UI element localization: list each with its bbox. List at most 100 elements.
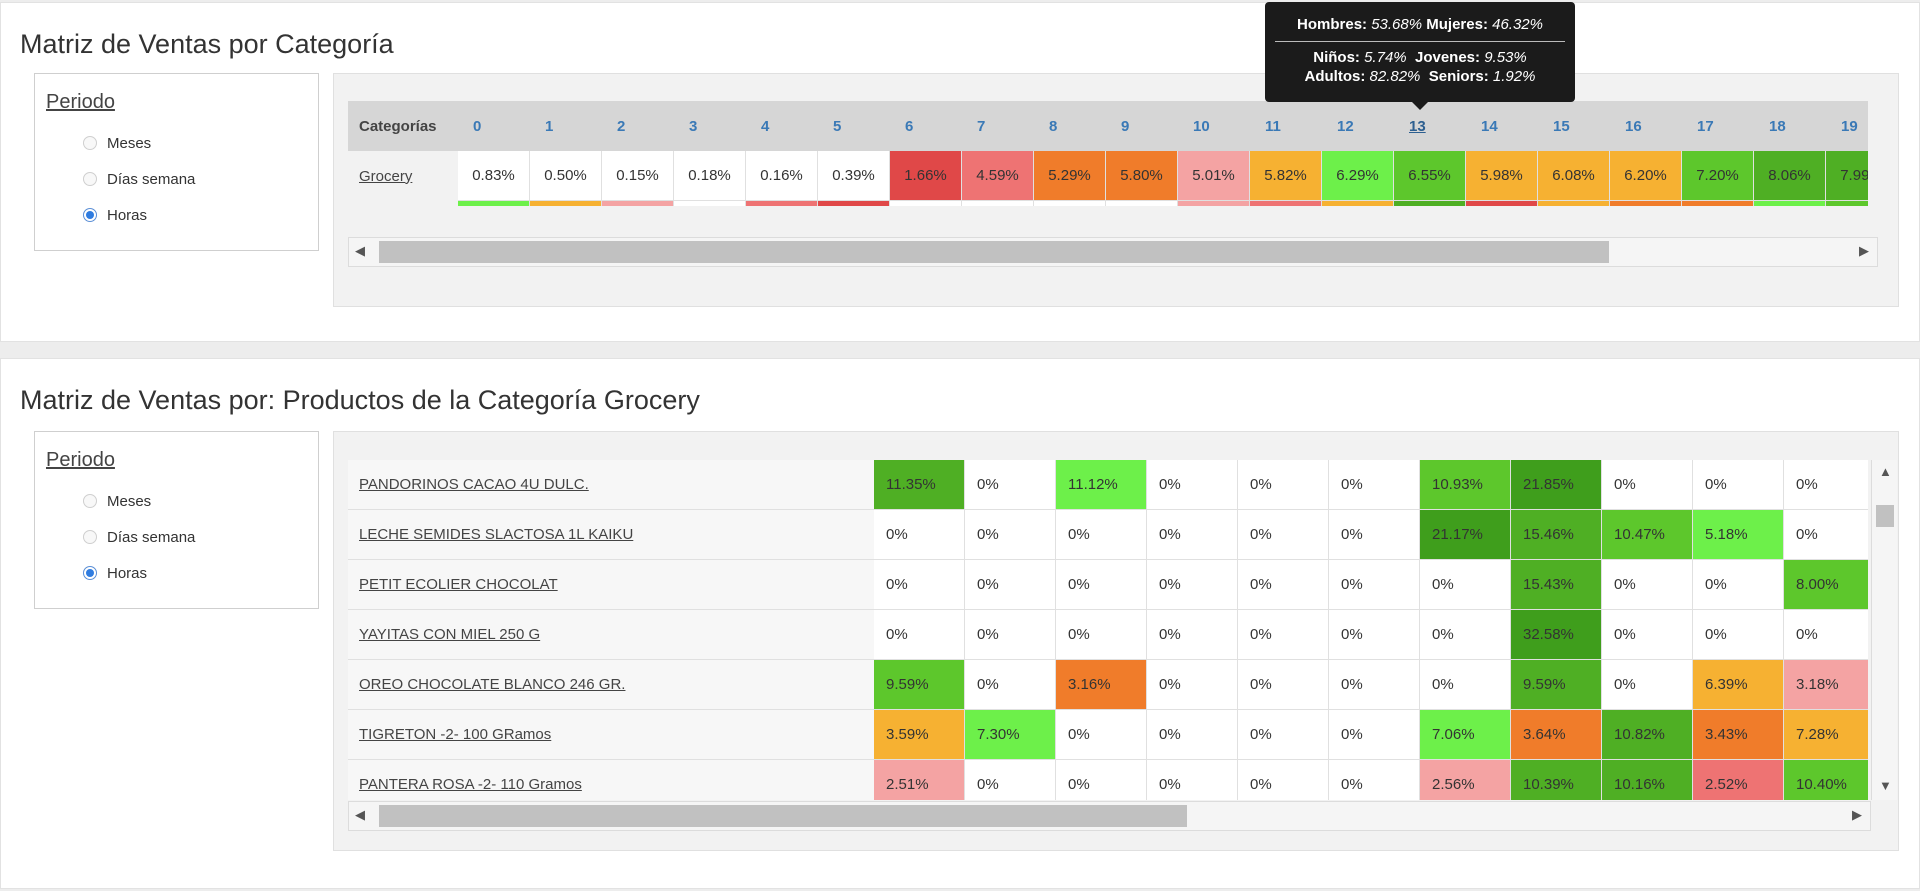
- heatmap-cell: 5.98%: [1466, 151, 1538, 201]
- scrollbar-thumb[interactable]: [379, 241, 1609, 263]
- heatmap-cell: 0%: [1056, 610, 1147, 660]
- radio-meses[interactable]: Meses: [83, 132, 151, 154]
- heatmap-cell: 0%: [1784, 610, 1868, 660]
- horizontal-scrollbar[interactable]: ◀ ▶: [348, 237, 1878, 267]
- heatmap-cell: 0%: [874, 560, 965, 610]
- column-header-hour[interactable]: 9: [1121, 117, 1130, 135]
- column-header-hour[interactable]: 17: [1697, 117, 1714, 135]
- product-link[interactable]: OREO CHOCOLATE BLANCO 246 GR.: [348, 660, 874, 710]
- heatmap-cell: 0%: [1784, 460, 1868, 510]
- heatmap-cell: 2.01%: [1106, 201, 1178, 206]
- tooltip-gender-line: Hombres: 53.68% Mujeres: 46.32%: [1275, 16, 1565, 42]
- scroll-left-icon[interactable]: ◀: [355, 807, 365, 822]
- panel-title: Matriz de Ventas por: Productos de la Ca…: [20, 385, 700, 415]
- radio-button[interactable]: [83, 566, 97, 580]
- column-header-hour[interactable]: 13: [1409, 117, 1426, 135]
- heatmap-cell: 3.10%: [1178, 201, 1250, 206]
- period-title[interactable]: Periodo: [46, 449, 115, 471]
- tooltip-age-line-2: Adultos: 82.82% Seniors: 1.92%: [1304, 68, 1536, 85]
- column-header-hour[interactable]: 12: [1337, 117, 1354, 135]
- product-link[interactable]: LECHE SEMIDES SLACTOSA 1L KAIKU: [348, 510, 874, 560]
- radio-dias-semana[interactable]: Días semana: [83, 168, 195, 190]
- radio-label: Horas: [107, 206, 148, 224]
- column-header-hour[interactable]: 10: [1193, 117, 1210, 135]
- horizontal-scrollbar[interactable]: ◀ ▶: [348, 801, 1871, 831]
- column-header-hour[interactable]: 0: [473, 117, 482, 135]
- heatmap-cell: 11.12%: [1056, 460, 1147, 510]
- heatmap-cell: 0%: [965, 610, 1056, 660]
- radio-button[interactable]: [83, 208, 97, 222]
- column-header-hour[interactable]: 19: [1841, 117, 1858, 135]
- period-title[interactable]: Periodo: [46, 91, 115, 113]
- table-row: PANDORINOS CACAO 4U DULC. 11.35% 0% 11.12% 0…: [348, 460, 1868, 510]
- heatmap-cell: 6.20%: [1610, 151, 1682, 201]
- heatmap-cell: 15.43%: [1511, 560, 1602, 610]
- scroll-right-icon[interactable]: ▶: [1852, 807, 1862, 822]
- product-link[interactable]: TIGRETON -2- 100 GRamos: [348, 710, 874, 760]
- column-header-hour[interactable]: 15: [1553, 117, 1570, 135]
- heatmap-cell: 0%: [1238, 710, 1329, 760]
- heatmap-cell: 0%: [1329, 660, 1420, 710]
- heatmap-cell: 10.40%: [1784, 760, 1868, 800]
- tooltip-arrow-icon: [1412, 102, 1428, 110]
- heatmap-cell: 6.26%: [530, 201, 602, 206]
- heatmap-cell: 0%: [1329, 510, 1420, 560]
- scroll-left-icon[interactable]: ◀: [355, 243, 365, 258]
- heatmap-cell: 0%: [1420, 610, 1511, 660]
- heatmap-cell: 6.55%: [1394, 151, 1466, 201]
- heatmap-cell: 0%: [1602, 660, 1693, 710]
- column-header-hour[interactable]: 16: [1625, 117, 1642, 135]
- radio-meses[interactable]: Meses: [83, 490, 151, 512]
- tooltip-age-line-1: Niños: 5.74% Jovenes: 9.53%: [1313, 49, 1527, 66]
- heatmap-cell: 7.06%: [1420, 710, 1511, 760]
- heatmap-cell: 0%: [1056, 560, 1147, 610]
- column-header-hour[interactable]: 4: [761, 117, 770, 135]
- radio-horas[interactable]: Horas: [83, 562, 147, 584]
- radio-button[interactable]: [83, 494, 97, 508]
- heatmap-cell: 0%: [1329, 760, 1420, 800]
- category-link[interactable]: Grocery: [348, 151, 458, 201]
- heatmap-cell: 7.30%: [458, 201, 530, 206]
- table-row: PETIT ECOLIER CHOCOLAT 0% 0% 0% 0% 0% 0% 0% 15.4…: [348, 560, 1868, 610]
- product-link[interactable]: PANTERA ROSA -2- 110 Gramos: [348, 760, 874, 800]
- radio-button[interactable]: [83, 172, 97, 186]
- period-selector: Periodo Meses Días semana Horas: [34, 73, 319, 251]
- category-link[interactable]: Frozen: [348, 201, 458, 206]
- radio-horas[interactable]: Horas: [83, 204, 147, 226]
- heatmap-cell: 10.16%: [1602, 760, 1693, 800]
- heatmap-cell: 1.35%: [962, 201, 1034, 206]
- column-header-hour[interactable]: 5: [833, 117, 842, 135]
- table-row: LECHE SEMIDES SLACTOSA 1L KAIKU 0% 0% 0% 0% 0…: [348, 510, 1868, 560]
- column-header-hour[interactable]: 7: [977, 117, 986, 135]
- scroll-down-icon[interactable]: ▼: [1879, 778, 1892, 793]
- column-header-hour[interactable]: 11: [1265, 117, 1281, 135]
- vertical-scrollbar[interactable]: ▲ ▼: [1871, 460, 1897, 800]
- heatmap-cell: 0%: [874, 510, 965, 560]
- column-header-hour[interactable]: 1: [545, 117, 554, 135]
- column-header-hour[interactable]: 18: [1769, 117, 1786, 135]
- heatmap-cell: 5.54%: [1322, 201, 1394, 206]
- column-header-hour[interactable]: 2: [617, 117, 626, 135]
- scrollbar-thumb[interactable]: [379, 805, 1187, 827]
- radio-button[interactable]: [83, 530, 97, 544]
- heatmap-cell: 21.85%: [1511, 460, 1602, 510]
- radio-button[interactable]: [83, 136, 97, 150]
- product-link[interactable]: YAYITAS CON MIEL 250 G: [348, 610, 874, 660]
- column-header-hour[interactable]: 6: [905, 117, 914, 135]
- column-header-hour[interactable]: 8: [1049, 117, 1058, 135]
- panel-title: Matriz de Ventas por Categoría: [20, 29, 394, 59]
- radio-dias-semana[interactable]: Días semana: [83, 526, 195, 548]
- column-header-hour[interactable]: 3: [689, 117, 698, 135]
- heatmap-cell: 0%: [1602, 610, 1693, 660]
- column-header-hour[interactable]: 14: [1481, 117, 1498, 135]
- heatmap-cell: 10.93%: [1420, 460, 1511, 510]
- product-link[interactable]: PANDORINOS CACAO 4U DULC.: [348, 460, 874, 510]
- product-link[interactable]: PETIT ECOLIER CHOCOLAT: [348, 560, 874, 610]
- radio-label: Horas: [107, 564, 148, 582]
- scroll-up-icon[interactable]: ▲: [1879, 464, 1892, 479]
- heatmap-cell: 0%: [965, 460, 1056, 510]
- heatmap-cell: 0%: [1329, 710, 1420, 760]
- heatmap-cell: 7.20%: [1682, 151, 1754, 201]
- scrollbar-thumb[interactable]: [1876, 505, 1894, 527]
- scroll-right-icon[interactable]: ▶: [1859, 243, 1869, 258]
